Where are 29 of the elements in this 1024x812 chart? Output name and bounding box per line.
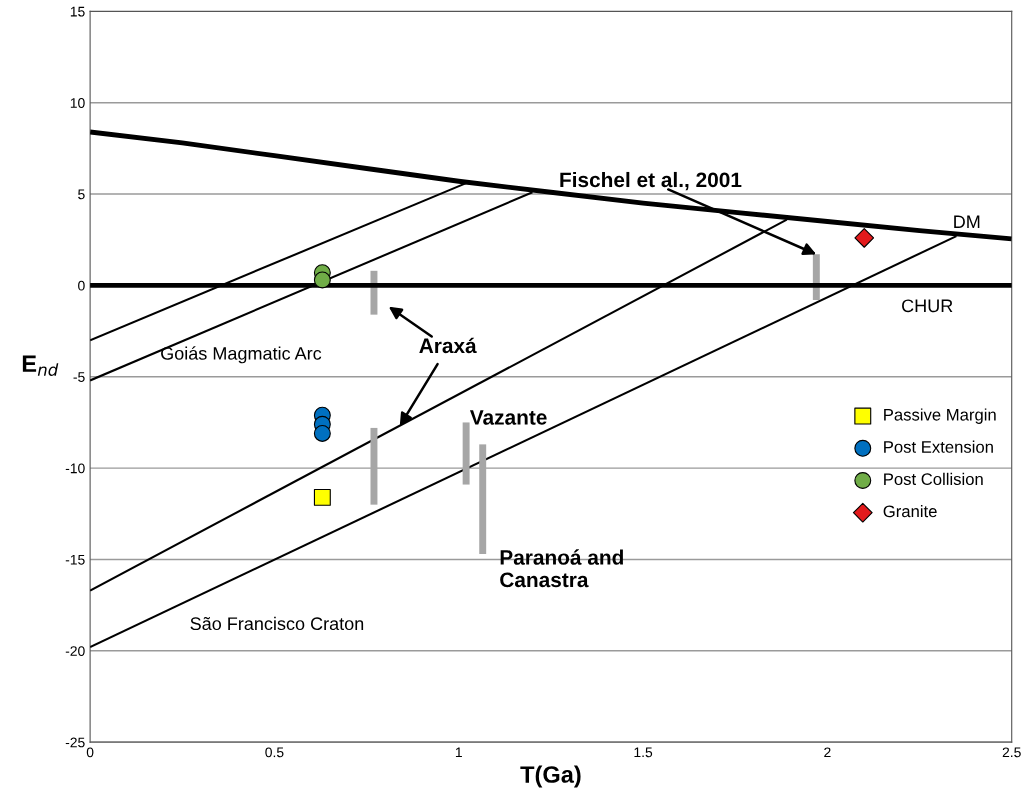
- legend-label: Granite: [883, 505, 937, 518]
- x-tick-label: 0: [86, 747, 94, 758]
- y-tick-label: -20: [65, 646, 85, 656]
- y-tick-label: -25: [65, 737, 85, 748]
- x-tick-label: 2.5: [1002, 747, 1021, 758]
- x-tick-label: 1.5: [634, 747, 653, 758]
- annotation: São Francisco Craton: [190, 616, 364, 631]
- legend-label: Passive Margin: [884, 408, 996, 424]
- x-tick-label: 2: [824, 747, 831, 758]
- x-tick-label: 1: [455, 747, 462, 758]
- legend-label: Post Extension: [884, 440, 993, 453]
- annotation: CHUR: [902, 299, 953, 313]
- y-tick-label: 0: [78, 280, 85, 291]
- y-tick-label: -15: [65, 554, 85, 565]
- x-tick-label: 0.5: [265, 747, 284, 758]
- annotation: Araxá: [419, 337, 477, 354]
- annotation: Goiás Magmatic Arc: [161, 346, 322, 364]
- annotation: Paranoá and Canastra: [500, 549, 623, 588]
- y-axis-title: E$_{nd}$: [22, 355, 59, 376]
- y-tick-label: -10: [65, 463, 85, 474]
- annotation: Fischel et al., 2001: [560, 171, 742, 191]
- y-tick-label: 15: [70, 6, 85, 17]
- x-axis-title: T(Ga): [520, 765, 581, 788]
- annotation: Vazante: [469, 410, 547, 425]
- annotation: DM: [954, 215, 980, 228]
- legend-label: Post Collision: [884, 472, 983, 486]
- y-tick-label: 5: [78, 189, 85, 200]
- y-tick-label: -5: [73, 372, 85, 382]
- y-tick-label: 10: [70, 98, 85, 108]
